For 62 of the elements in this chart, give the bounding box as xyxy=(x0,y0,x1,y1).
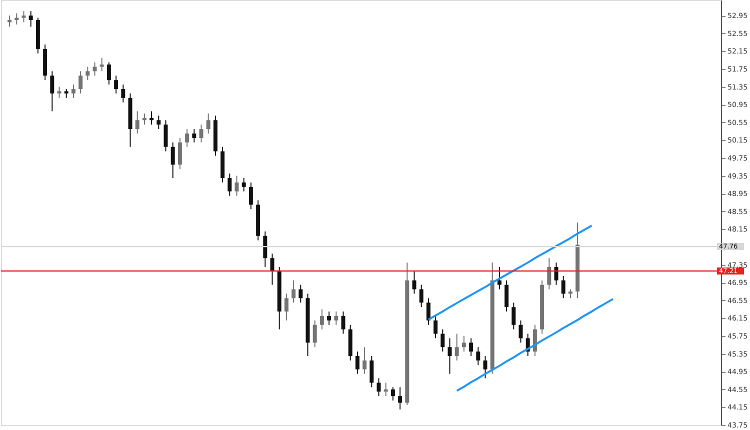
candlestick xyxy=(78,70,83,94)
candlestick xyxy=(448,338,452,374)
candlestick xyxy=(298,284,303,304)
line-series xyxy=(427,224,593,321)
candlestick xyxy=(483,356,488,379)
candlestick xyxy=(512,302,516,330)
candlestick xyxy=(121,84,126,103)
candlestick xyxy=(178,137,182,170)
candlestick xyxy=(71,84,76,98)
candlestick xyxy=(434,315,438,339)
candlestick xyxy=(28,10,33,28)
candlestick xyxy=(8,15,12,28)
candlestick xyxy=(192,128,196,143)
candlestick xyxy=(462,335,466,352)
candlestick xyxy=(242,178,246,192)
candlestick xyxy=(454,333,459,361)
candlestick xyxy=(312,320,317,348)
candlestick xyxy=(469,338,474,357)
candlestick xyxy=(135,110,140,134)
candlestick xyxy=(390,386,395,402)
candlestick xyxy=(57,86,62,98)
candlestick xyxy=(234,175,239,196)
candlestick xyxy=(412,270,416,294)
candlestick xyxy=(497,266,502,290)
candlestick xyxy=(164,120,168,152)
candlestick xyxy=(22,10,26,23)
candlestick xyxy=(106,62,111,86)
candlestick xyxy=(100,57,104,72)
candlestick xyxy=(228,173,232,196)
candlestick xyxy=(156,115,161,130)
candlestick xyxy=(341,311,346,334)
candlestick xyxy=(114,75,118,94)
line-series xyxy=(456,298,614,392)
candlestick xyxy=(50,70,54,112)
candlestick xyxy=(199,124,204,143)
candlestick xyxy=(292,280,296,304)
candlestick xyxy=(426,298,430,326)
candlestick xyxy=(270,253,274,286)
candlestick xyxy=(398,386,402,410)
candlestick xyxy=(504,280,509,312)
candlestick xyxy=(355,351,360,374)
candlestick xyxy=(185,128,190,148)
candlestick xyxy=(554,262,558,286)
candlestick xyxy=(547,258,552,290)
candlestick xyxy=(206,112,210,134)
candlestick xyxy=(561,275,566,299)
candlestick xyxy=(334,311,338,326)
candlestick xyxy=(370,356,374,388)
candlestick xyxy=(284,293,288,321)
candlestick xyxy=(440,328,445,352)
candlestick xyxy=(476,346,480,366)
candlestick xyxy=(86,66,90,81)
candlestick xyxy=(327,311,332,326)
candlestick xyxy=(518,320,523,344)
candlestick xyxy=(248,182,253,210)
candlestick xyxy=(263,230,268,268)
candlestick xyxy=(320,308,324,330)
candlestick xyxy=(170,142,175,179)
candlestick xyxy=(362,346,367,374)
candlestick xyxy=(376,378,381,397)
candlestick xyxy=(419,284,424,308)
candlestick xyxy=(92,62,97,76)
